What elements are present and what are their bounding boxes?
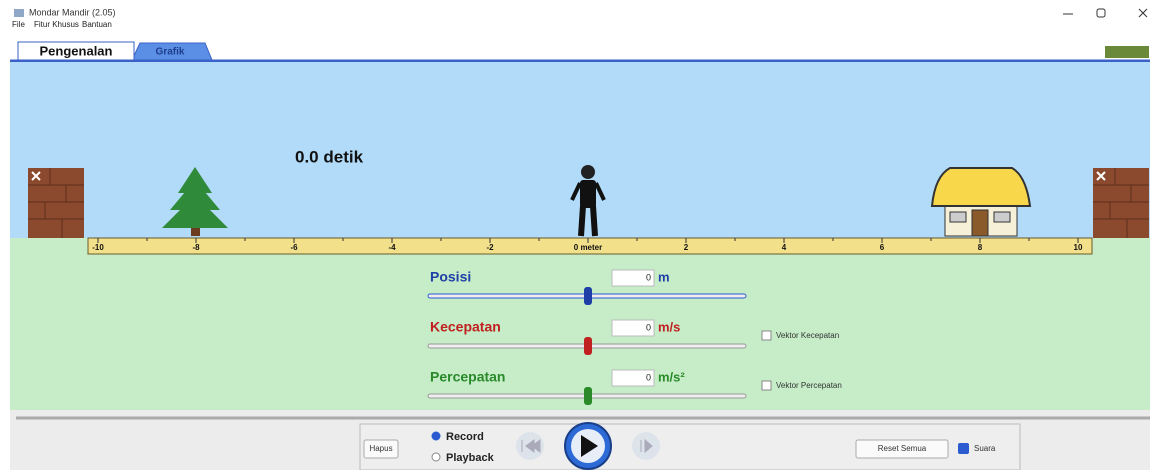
playback-label: Playback <box>446 452 495 464</box>
value-text: 0 <box>646 322 651 332</box>
checkbox-label: Vektor Kecepatan <box>776 331 839 340</box>
vector-checkbox[interactable] <box>762 381 771 390</box>
time-readout: 0.0 detik <box>295 147 364 166</box>
ruler-label: 0 meter <box>574 243 602 252</box>
unit-label: m/s <box>658 319 680 334</box>
ruler-label: -4 <box>388 243 396 252</box>
slider-thumb[interactable] <box>584 287 592 305</box>
control-label: Percepatan <box>430 369 505 385</box>
unit-label: m <box>658 269 670 284</box>
menu-item[interactable]: File <box>12 20 25 29</box>
slider-thumb[interactable] <box>584 387 592 405</box>
ruler-label: -10 <box>92 243 104 252</box>
playback-radio[interactable] <box>432 453 440 461</box>
page: Mondar Mandir (2.05) -10 -8 -6 -4 -2 0 meter 2… <box>0 0 1159 470</box>
title-bar <box>0 0 1159 32</box>
slider-thumb[interactable] <box>584 337 592 355</box>
record-radio[interactable] <box>432 432 440 440</box>
step-button[interactable] <box>632 432 660 460</box>
window-title: Mondar Mandir (2.05) <box>29 7 116 17</box>
reset-label: Reset Semua <box>878 444 927 453</box>
tab-label[interactable]: Pengenalan <box>40 43 113 58</box>
house <box>932 168 1030 236</box>
control-label: Kecepatan <box>430 319 501 335</box>
unit-label: m/s² <box>658 369 685 384</box>
tab-label[interactable]: Grafik <box>156 47 185 58</box>
value-text: 0 <box>646 372 651 382</box>
menu-item[interactable]: Bantuan <box>82 20 112 29</box>
menu-item[interactable]: Fitur Khusus <box>34 20 79 29</box>
checkbox-label: Vektor Percepatan <box>776 381 842 390</box>
rewind-button[interactable] <box>516 432 544 460</box>
control-label: Posisi <box>430 269 471 285</box>
ruler-label: -2 <box>486 243 494 252</box>
ruler-label: -8 <box>192 243 200 252</box>
sound-label: Suara <box>974 444 996 453</box>
vector-checkbox[interactable] <box>762 331 771 340</box>
ruler-label: 10 <box>1074 243 1083 252</box>
ruler-label: 8 <box>978 243 983 252</box>
ground <box>10 254 1150 410</box>
ruler-label: 4 <box>782 243 787 252</box>
app-window: Mondar Mandir (2.05) -10 -8 -6 -4 -2 0 meter 2… <box>0 0 1159 470</box>
phet-logo <box>1105 46 1149 58</box>
sound-checkbox[interactable] <box>958 443 969 454</box>
ruler-label: -6 <box>290 243 298 252</box>
app-icon <box>14 9 24 17</box>
play-button[interactable] <box>565 423 611 469</box>
right-wall <box>1093 168 1149 238</box>
ruler-label: 6 <box>880 243 885 252</box>
ruler-label: 2 <box>684 243 689 252</box>
left-wall <box>28 168 84 238</box>
record-label: Record <box>446 431 484 443</box>
clear-label: Hapus <box>369 444 392 453</box>
value-text: 0 <box>646 272 651 282</box>
